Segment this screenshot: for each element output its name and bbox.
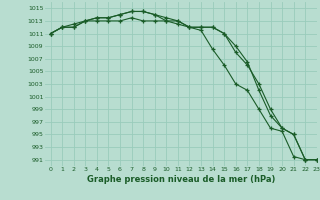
X-axis label: Graphe pression niveau de la mer (hPa): Graphe pression niveau de la mer (hPa) — [87, 175, 275, 184]
